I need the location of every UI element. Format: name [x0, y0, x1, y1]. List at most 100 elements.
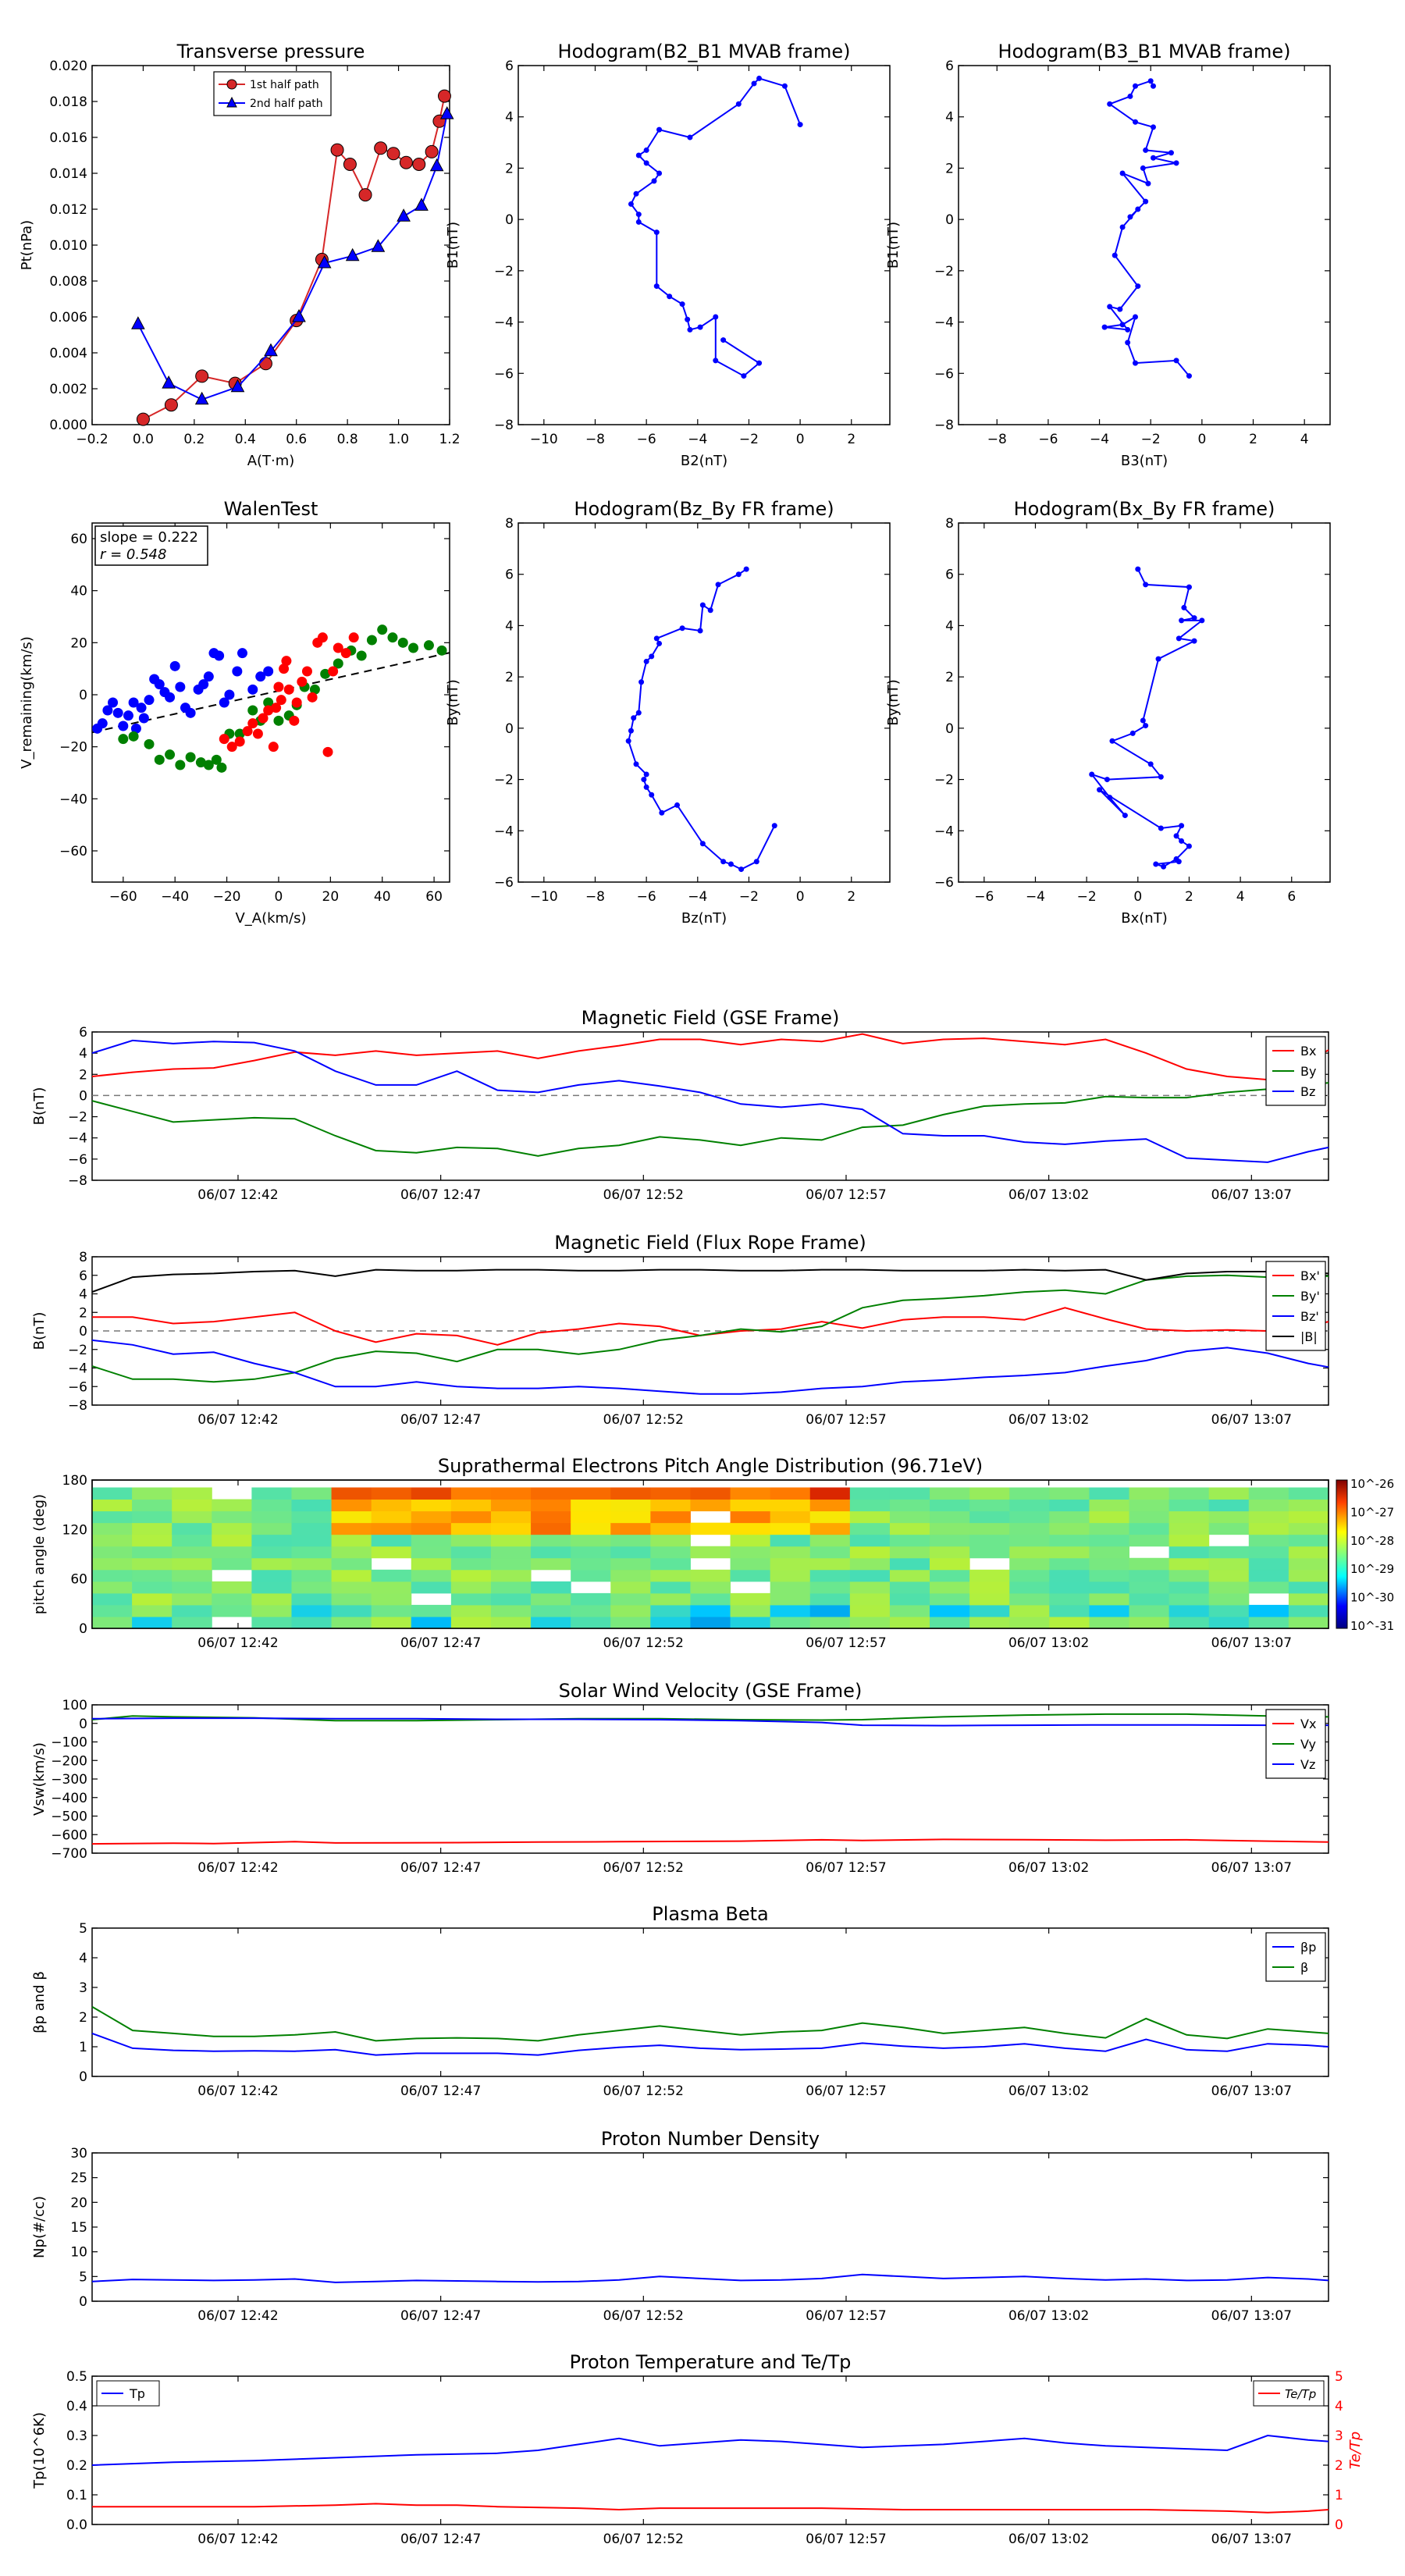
- data-point: [136, 412, 150, 426]
- scatter-point: [283, 684, 294, 695]
- data-point: [674, 802, 681, 808]
- heatmap-cell: [571, 1616, 611, 1629]
- scatter-point: [118, 720, 129, 731]
- y-axis-label: By(nT): [445, 679, 461, 725]
- x-tick-label: 06/07 13:02: [1008, 1187, 1089, 1203]
- y-tick-label: −4: [68, 1361, 87, 1377]
- y-tick-label: 6: [79, 1268, 87, 1284]
- x-tick-label: 1.2: [439, 432, 460, 447]
- x-tick-label: −2: [1077, 889, 1097, 905]
- heatmap-cell: [92, 1569, 133, 1582]
- scatter-point: [436, 645, 447, 656]
- data-point: [371, 239, 386, 252]
- heatmap-cell: [251, 1487, 292, 1500]
- heatmap-cell: [930, 1522, 970, 1535]
- right-tick-label: 0: [1335, 2517, 1343, 2533]
- y-tick-label: 2: [79, 1305, 87, 1321]
- heatmap-cell: [1049, 1569, 1090, 1582]
- heatmap-cell: [371, 1616, 412, 1629]
- scatter-point: [281, 656, 292, 667]
- data-point: [656, 126, 663, 133]
- x-tick-label: −8: [585, 432, 605, 447]
- heatmap-cell: [1248, 1510, 1289, 1524]
- heatmap-cell: [331, 1534, 372, 1547]
- y-tick-label: 40: [70, 584, 87, 600]
- x-tick-label: 06/07 13:02: [1008, 1412, 1089, 1428]
- scatter-point: [154, 679, 165, 690]
- scatter-point: [252, 728, 263, 739]
- scatter-point: [366, 635, 377, 646]
- scatter-point: [102, 705, 113, 716]
- y-tick-label: −2: [68, 1343, 87, 1358]
- y-tick-label: 2: [945, 161, 954, 176]
- colorbar: [1336, 1479, 1348, 1629]
- y-tick-label: 15: [70, 2220, 87, 2236]
- heatmap-cell: [1129, 1499, 1170, 1512]
- heatmap-cell: [849, 1604, 891, 1617]
- data-point: [292, 308, 306, 322]
- heatmap-cell: [291, 1616, 333, 1629]
- heatmap-cell: [809, 1592, 851, 1606]
- y-tick-label: 0: [79, 688, 87, 703]
- scatter-point: [279, 664, 290, 674]
- heatmap-cell: [1288, 1616, 1329, 1629]
- scatter-point: [175, 681, 186, 692]
- right-axis-label: Te/Tp: [1347, 2432, 1364, 2469]
- data-point: [771, 823, 777, 829]
- heatmap-cell: [930, 1487, 970, 1500]
- x-tick-label: −6: [637, 432, 656, 447]
- legend-marker: [226, 79, 237, 90]
- data-point: [1107, 795, 1113, 801]
- hodogram-line: [1104, 80, 1190, 377]
- y-tick-label: −4: [494, 824, 514, 839]
- heatmap-cell: [1009, 1592, 1050, 1606]
- heatmap-cell: [930, 1616, 970, 1629]
- y-tick-label: 0.2: [66, 2458, 87, 2474]
- x-tick-label: 06/07 13:02: [1008, 2308, 1089, 2324]
- heatmap-cell: [969, 1546, 1010, 1559]
- legend-box: [1265, 1932, 1326, 1982]
- data-point: [230, 379, 245, 393]
- legend-marker: [226, 96, 237, 108]
- x-tick-label: 0: [275, 889, 283, 905]
- data-point: [635, 219, 642, 225]
- heatmap-cell: [1089, 1604, 1130, 1617]
- x-tick-label: 06/07 12:57: [806, 2532, 886, 2547]
- y-tick-label: −100: [51, 1735, 87, 1751]
- scatter-point: [97, 718, 108, 729]
- y-tick-label: −6: [68, 1379, 87, 1395]
- chart-walen: WalenTest −60 −40 −20 0 20 40 60 −60 −40 −20 0 20 40 6…: [19, 498, 450, 927]
- data-point: [437, 89, 451, 103]
- heatmap-cell: [1208, 1557, 1250, 1571]
- x-tick-label: −2: [739, 889, 759, 905]
- plot-frame: [91, 1031, 1329, 1181]
- heatmap-cell: [930, 1510, 970, 1524]
- y-axis-label: Pt(nPa): [19, 220, 35, 270]
- heatmap-cell: [1208, 1592, 1250, 1606]
- heatmap-cell: [1248, 1522, 1289, 1535]
- x-axis-label: B3(nT): [1121, 453, 1168, 469]
- y-axis-label: Np(#/cc): [31, 2196, 48, 2258]
- x-tick-label: −8: [585, 889, 605, 905]
- y-tick-label: −8: [494, 418, 514, 433]
- heatmap-cell: [1208, 1581, 1250, 1594]
- heatmap-cell: [849, 1616, 891, 1629]
- data-point: [1122, 813, 1128, 819]
- heatmap-cell: [371, 1487, 412, 1500]
- heatmap-cell: [1168, 1522, 1210, 1535]
- data-point: [643, 771, 649, 777]
- heatmap-cell: [92, 1557, 133, 1571]
- heatmap-cell: [1168, 1546, 1210, 1559]
- legend-label: Bx': [1300, 1268, 1320, 1283]
- data-point: [679, 301, 685, 308]
- y-tick-label: −200: [51, 1753, 87, 1769]
- data-point: [720, 337, 727, 343]
- heatmap-cell: [1049, 1534, 1090, 1547]
- heatmap-cell: [251, 1546, 292, 1559]
- heatmap-cell: [291, 1534, 333, 1547]
- y-tick-label: 3: [79, 1980, 87, 1996]
- heatmap-cell: [1129, 1534, 1170, 1547]
- y-tick-label: 60: [70, 1572, 87, 1588]
- chart-h1: Hodogram(B2_B1 MVAB frame) −8 −6 −4 −2 0 2 4 6 −1…: [445, 41, 891, 469]
- heatmap-cell: [650, 1546, 691, 1559]
